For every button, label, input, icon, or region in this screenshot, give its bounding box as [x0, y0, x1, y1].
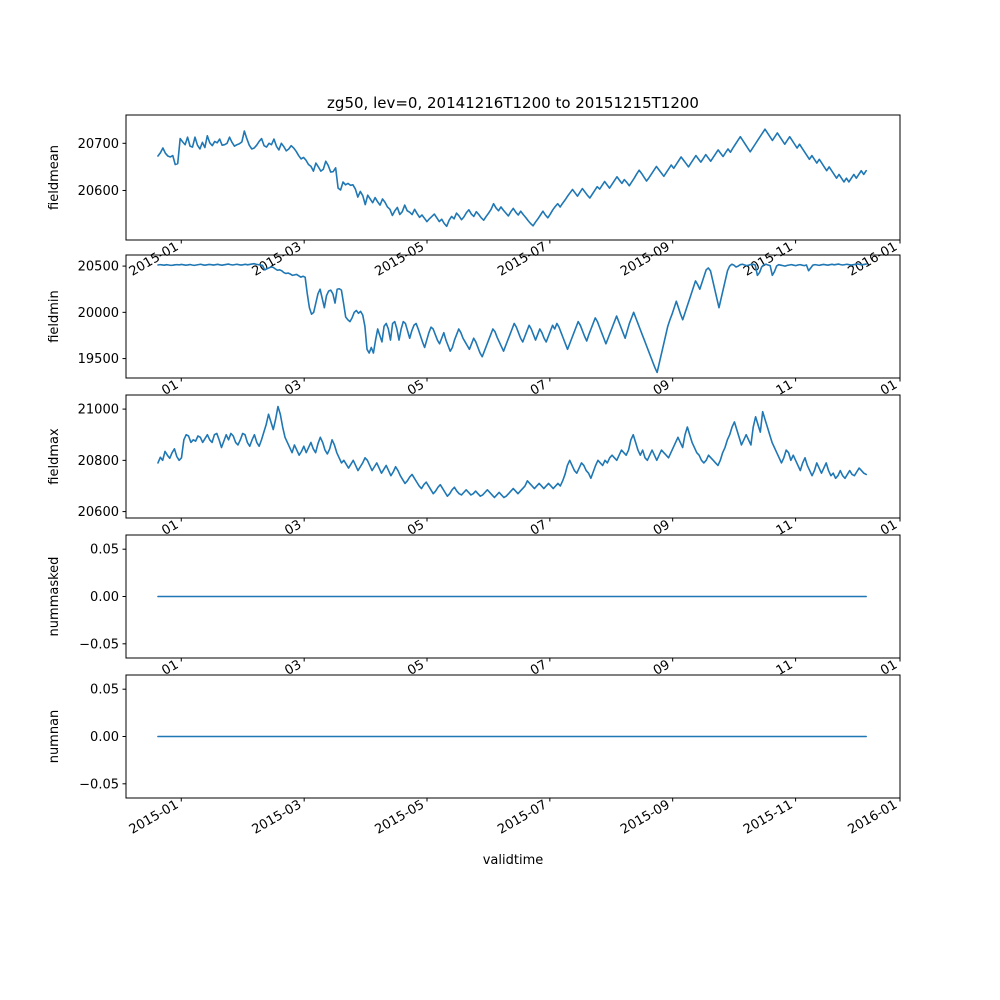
- x-tick-label: 07: [528, 517, 550, 538]
- x-tick-label: 2015-07: [495, 797, 550, 837]
- axes-spines: [125, 674, 901, 799]
- x-tick-label: 2015-07: [495, 239, 550, 279]
- y-axis-label: nummasked: [47, 557, 62, 637]
- x-tick-label: 01: [159, 517, 181, 538]
- x-tick-label: 03: [282, 377, 304, 398]
- axes-spines: [125, 114, 901, 241]
- x-tick-label: 2015-09: [618, 239, 673, 279]
- y-tick-label: 20700: [78, 137, 119, 152]
- x-tick-label: 2015-11: [741, 797, 796, 837]
- y-axis-label: fieldmin: [47, 290, 62, 343]
- x-tick-label: 09: [651, 517, 673, 538]
- x-tick-label: 2015-11: [741, 239, 796, 279]
- subplot-fieldmin: 01 03 05 07 09 11 01 19500 20000 20500 fieldmin: [47, 254, 901, 399]
- x-tick-label: 2015-03: [250, 797, 305, 837]
- x-tick-label: 01: [159, 657, 181, 678]
- y-axis-label: fieldmax: [47, 428, 62, 485]
- x-tick-label: 05: [405, 517, 427, 538]
- y-tick-label: −0.05: [79, 777, 119, 792]
- data-line-fieldmean: [157, 128, 867, 228]
- x-tick-label: 2015-03: [250, 239, 305, 279]
- figure-title: zg50, lev=0, 20141216T1200 to 20151215T1…: [327, 94, 699, 112]
- subplot-fieldmax: 01 03 05 07 09 11 01 20600 20800 21000 fieldmax: [47, 394, 901, 539]
- y-axis-label: fieldmean: [47, 145, 62, 210]
- x-tick-label: 05: [405, 377, 427, 398]
- y-tick-label: 0.00: [90, 730, 119, 745]
- x-tick-label: 2015-01: [127, 797, 182, 837]
- x-tick-label: 07: [528, 657, 550, 678]
- axes-spines: [125, 394, 901, 519]
- y-tick-label: 20600: [78, 505, 119, 520]
- y-tick-label: 0.05: [90, 683, 119, 698]
- subplot-nummasked: 01 03 05 07 09 11 01 −0.05 0.00 0.05 nummasked: [47, 534, 901, 679]
- subplot-numnan: 2015-01 2015-03 2015-05 2015-07 2015-09 2015-…: [47, 674, 901, 838]
- axes-spines: [125, 254, 901, 379]
- x-tick-label: 2015-09: [618, 797, 673, 837]
- x-tick-label: 01: [159, 377, 181, 398]
- y-axis-label: numnan: [47, 710, 62, 764]
- x-tick-label: 01: [878, 517, 900, 538]
- y-tick-label: 20800: [78, 454, 119, 469]
- y-tick-label: 20000: [78, 306, 119, 321]
- x-tick-label: 2016-01: [845, 797, 900, 837]
- x-tick-label: 2015-01: [127, 239, 182, 279]
- y-tick-label: 20500: [78, 260, 119, 275]
- x-tick-label: 07: [528, 377, 550, 398]
- data-line-fieldmax: [157, 405, 867, 499]
- x-tick-label: 05: [405, 657, 427, 678]
- x-tick-label: 2015-05: [372, 239, 427, 279]
- y-tick-label: 21000: [78, 403, 119, 418]
- x-tick-label: 01: [878, 377, 900, 398]
- x-tick-label: 03: [282, 657, 304, 678]
- y-tick-label: 20600: [78, 184, 119, 199]
- x-tick-label: 11: [774, 377, 796, 398]
- y-tick-label: 19500: [78, 352, 119, 367]
- y-tick-label: −0.05: [79, 637, 119, 652]
- x-tick-label: 03: [282, 517, 304, 538]
- x-axis-label: validtime: [483, 853, 544, 868]
- x-tick-label: 11: [774, 517, 796, 538]
- x-tick-label: 11: [774, 657, 796, 678]
- data-line-fieldmin: [157, 262, 867, 374]
- x-tick-label: 01: [878, 657, 900, 678]
- y-tick-label: 0.00: [90, 590, 119, 605]
- x-tick-label: 2016-01: [845, 239, 900, 279]
- x-tick-label: 2015-05: [372, 797, 427, 837]
- x-tick-label: 09: [651, 377, 673, 398]
- y-tick-label: 0.05: [90, 543, 119, 558]
- axes-spines: [125, 534, 901, 659]
- x-tick-label: 09: [651, 657, 673, 678]
